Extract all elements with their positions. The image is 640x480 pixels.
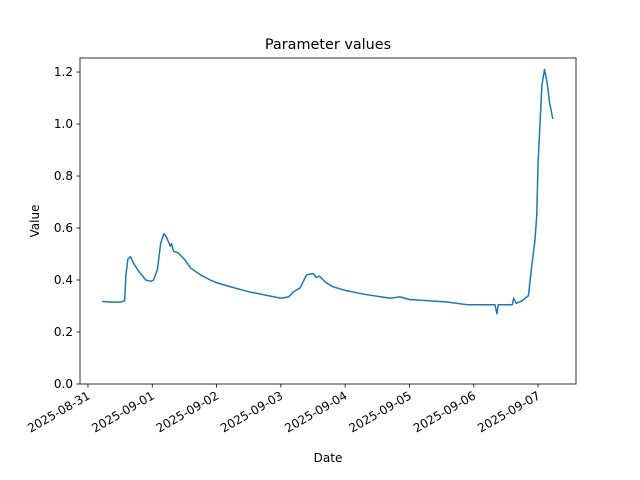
x-axis-label: Date <box>314 451 343 465</box>
plot-frame <box>79 57 577 385</box>
chart-title: Parameter values <box>265 37 391 53</box>
y-tick-label: 0.8 <box>54 169 73 183</box>
y-tick-label: 0.4 <box>54 273 73 287</box>
data-line <box>102 68 554 315</box>
y-tick-label: 0.0 <box>54 377 73 391</box>
y-axis-label: Value <box>28 205 42 238</box>
y-tick-label: 0.2 <box>54 325 73 339</box>
y-tick-label: 1.0 <box>54 117 73 131</box>
y-tick-label: 1.2 <box>54 65 73 79</box>
y-tick-label: 0.6 <box>54 221 73 235</box>
